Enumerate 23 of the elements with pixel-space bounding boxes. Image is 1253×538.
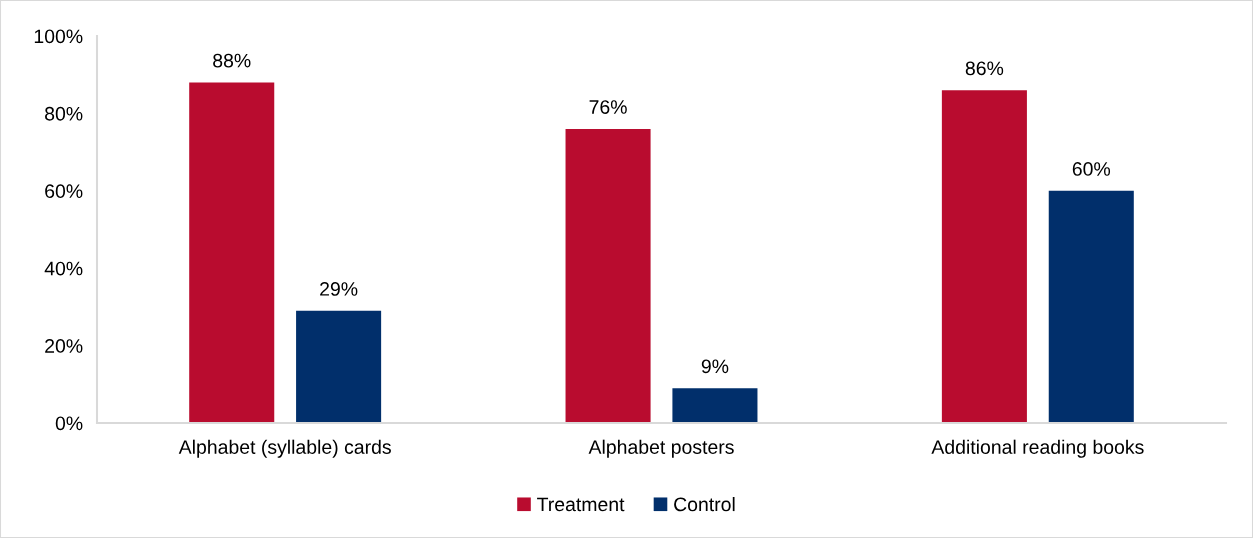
y-tick-label: 100%	[34, 29, 83, 44]
legend-label: Control	[674, 496, 735, 512]
legend-label: Treatment	[537, 497, 625, 512]
data-label: 88%	[213, 53, 251, 68]
x-tick-label: Alphabet (syllable) cards	[178, 439, 391, 458]
data-label: 86%	[965, 61, 1004, 76]
bar	[565, 128, 651, 423]
y-tick-label: 40%	[44, 261, 83, 276]
data-label: 29%	[320, 282, 358, 296]
data-label: 60%	[1072, 162, 1111, 176]
bar	[672, 388, 758, 423]
y-tick-label: 0%	[55, 416, 83, 431]
y-tick-label: 60%	[45, 184, 83, 199]
data-label: 76%	[589, 100, 627, 114]
x-tick-label: Additional reading books	[931, 439, 1144, 458]
bar	[296, 310, 382, 423]
bar	[1048, 190, 1134, 423]
bar	[189, 82, 275, 423]
y-tick-label: 80%	[45, 106, 83, 121]
y-tick-label: 20%	[45, 339, 83, 353]
bar	[941, 90, 1027, 423]
x-tick-label: Alphabet posters	[588, 439, 734, 458]
data-label: 9%	[701, 359, 729, 374]
